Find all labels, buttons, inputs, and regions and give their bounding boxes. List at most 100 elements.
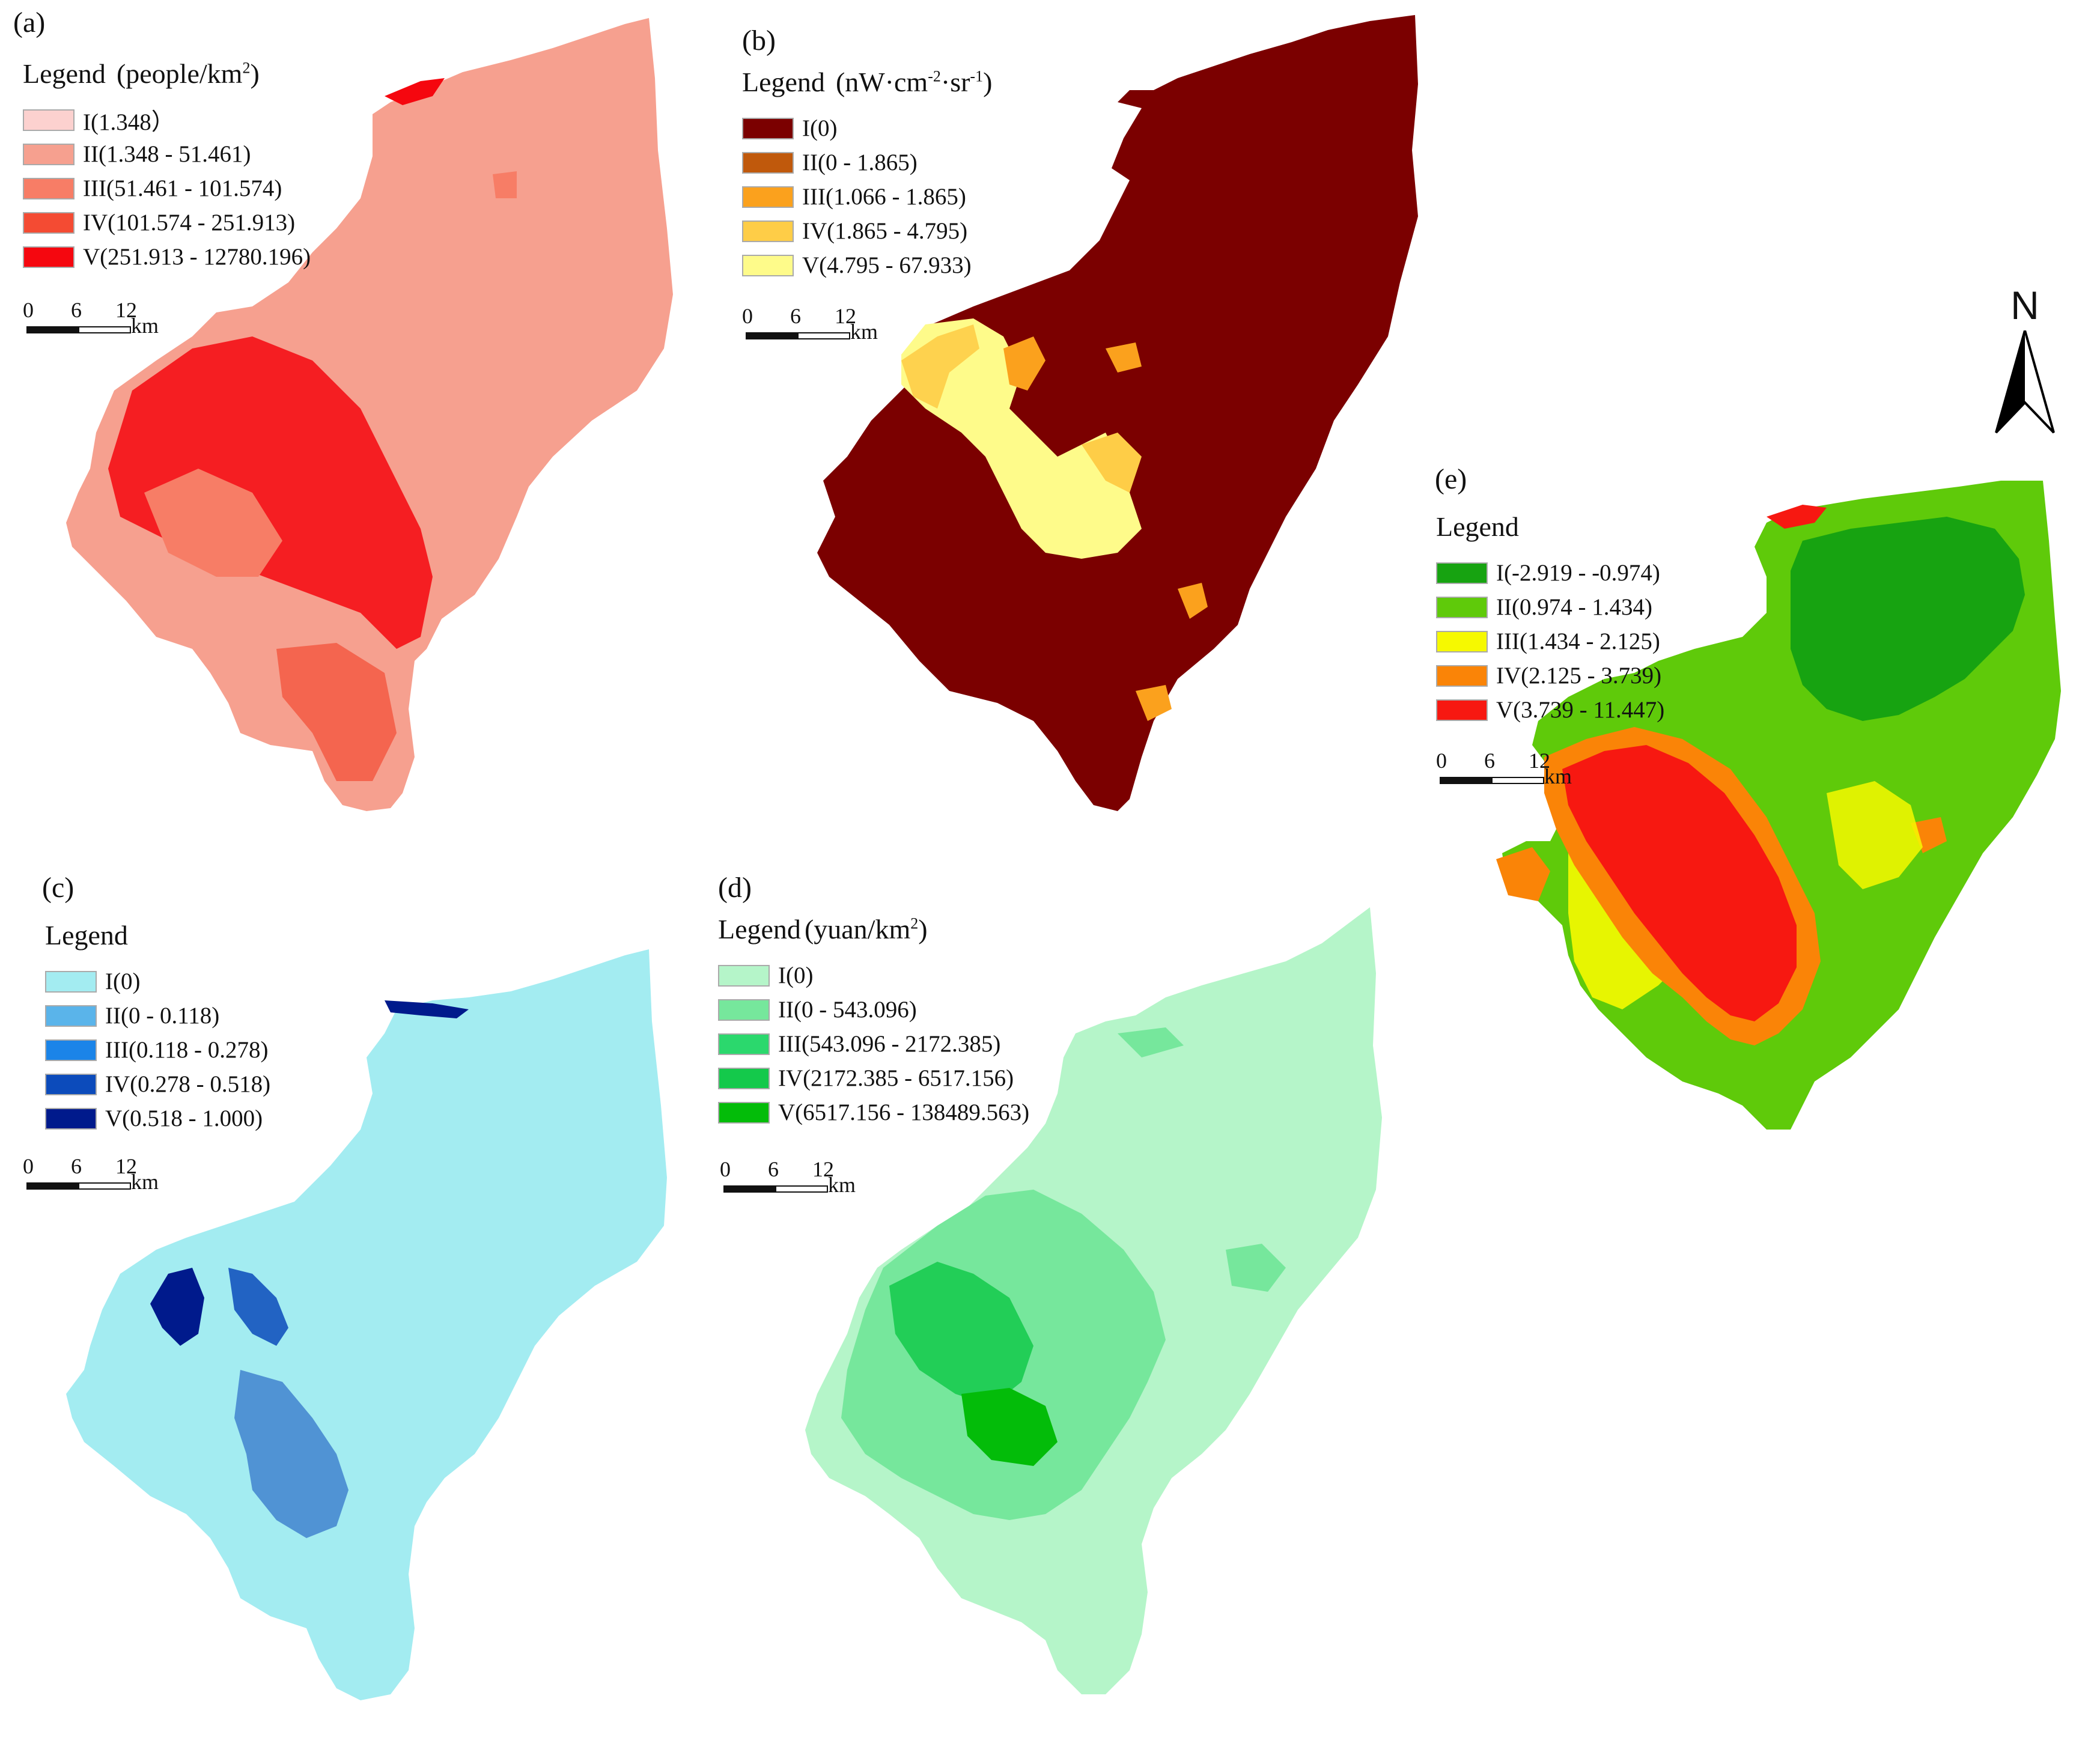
scale-bar: 0 6 12 km xyxy=(23,297,173,339)
map-b xyxy=(817,15,1418,811)
zone-class-iii xyxy=(1003,336,1045,391)
scale-bar: 0 6 12 km xyxy=(23,1154,173,1196)
scale-tick: 6 xyxy=(1484,749,1495,773)
map-e xyxy=(1496,481,2061,1130)
legend-title: Legend xyxy=(1436,511,1519,542)
scale-tick: 12 xyxy=(812,1157,834,1181)
legend-item-label: IV(0.278 - 0.518) xyxy=(105,1071,271,1097)
legend-item-label: II(0 - 543.096) xyxy=(778,997,917,1023)
zone-class-iii-east xyxy=(1827,781,1923,889)
legend-swatch xyxy=(45,1073,97,1095)
legend-item-label: I(0) xyxy=(778,963,814,988)
legend-swatch xyxy=(718,964,770,987)
legend-swatch xyxy=(1436,665,1488,687)
panel-c: (c) Legend I(0) II(0 - 0.118) III(0.118 - … xyxy=(0,853,697,1754)
legend-item-label: III(1.066 - 1.865) xyxy=(802,184,966,210)
legend-swatch xyxy=(718,1033,770,1055)
legend-item-label: IV(101.574 - 251.913) xyxy=(83,210,296,236)
legend-swatch xyxy=(45,1039,97,1061)
legend-swatch xyxy=(23,246,75,268)
legend-item: II(0 - 543.096) xyxy=(718,993,1029,1027)
legend-item: II(0.974 - 1.434) xyxy=(1436,590,1664,624)
legend-item-label: II(1.348 - 51.461) xyxy=(83,141,251,167)
scale-tick: 0 xyxy=(1436,749,1447,773)
zone-class-iv xyxy=(144,469,282,577)
region-shape xyxy=(817,15,1418,811)
legend-item: V(4.795 - 67.933) xyxy=(742,248,992,282)
panel-label: (b) xyxy=(742,25,776,56)
scale-tick: 6 xyxy=(768,1157,779,1181)
panel-e: (e) Legend I(-2.919 - -0.974) II(0.974 - … xyxy=(1430,457,2100,1298)
legend-item: V(251.913 - 12780.196) xyxy=(23,240,311,274)
zone-class-iv-west xyxy=(1496,847,1550,901)
legend-title: Legend xyxy=(45,920,128,950)
legend-item: IV(0.278 - 0.518) xyxy=(45,1067,270,1101)
legend-item: V(0.518 - 1.000) xyxy=(45,1101,270,1136)
legend-swatch xyxy=(742,220,794,242)
legend-item: II(0 - 0.118) xyxy=(45,999,270,1033)
legend-items: I(0) II(0 - 0.118) III(0.118 - 0.278) IV(0.… xyxy=(45,964,270,1136)
scale-bar: 0 6 12 km xyxy=(1436,748,1586,790)
legend-item: I(0) xyxy=(742,111,992,145)
zone-class-v-north xyxy=(385,78,445,105)
legend-item-label: II(0 - 1.865) xyxy=(802,150,918,175)
north-label: N xyxy=(2010,283,2039,327)
zone-class-v xyxy=(1562,745,1797,1021)
panel-label: (a) xyxy=(13,7,46,38)
legend-item: IV(101.574 - 251.913) xyxy=(23,205,311,240)
panel-label: (c) xyxy=(42,872,75,904)
legend-item-label: V(4.795 - 67.933) xyxy=(802,252,972,278)
legend-swatch xyxy=(23,211,75,234)
legend-items: I(1.348） II(1.348 - 51.461) III(51.461 - 1… xyxy=(23,103,311,274)
panel-a: (a) Legend (people/km2) I(1.348） II(1.348 … xyxy=(0,0,697,829)
region-shape xyxy=(66,18,673,811)
legend-item: IV(2172.385 - 6517.156) xyxy=(718,1061,1029,1095)
legend-items: I(0) II(0 - 1.865) III(1.066 - 1.865) IV(1.… xyxy=(742,111,992,282)
panel-d: (d) Legend (yuan/km2) I(0) II(0 - 543.096)… xyxy=(709,853,1430,1754)
zone-class-iii xyxy=(493,171,517,198)
zone-class-iv-scatter xyxy=(234,1370,348,1538)
scale-tick: 12 xyxy=(115,298,137,322)
legend: Legend I(-2.919 - -0.974) II(0.974 - 1.43… xyxy=(1436,511,1664,727)
legend-title: Legend (people/km2) xyxy=(23,58,260,89)
legend-item: III(0.118 - 0.278) xyxy=(45,1033,270,1067)
scale-bar: 0 6 12 km xyxy=(720,1157,870,1199)
zone-class-iii-west xyxy=(1106,342,1142,373)
legend-swatch xyxy=(742,151,794,174)
legend-swatch xyxy=(742,186,794,208)
panel-b: (b) Legend (nW·cm-2·sr-1) I(0) II(0 - 1.86… xyxy=(721,0,1430,829)
legend-swatch xyxy=(23,143,75,165)
legend-swatch xyxy=(718,1067,770,1089)
scale-unit: km xyxy=(850,320,878,344)
scale-tick: 6 xyxy=(71,1154,82,1178)
scale-tick: 6 xyxy=(790,304,801,328)
zone-class-ii-east xyxy=(1226,1244,1286,1292)
legend: Legend (people/km2) I(1.348） II(1.348 - 51… xyxy=(23,58,311,274)
legend: Legend (yuan/km2) I(0) II(0 - 543.096) III(… xyxy=(718,913,1029,1130)
legend: Legend I(0) II(0 - 0.118) III(0.118 - 0.27… xyxy=(45,919,270,1136)
legend-swatch xyxy=(23,177,75,199)
legend-item-label: IV(2.125 - 3.739) xyxy=(1496,663,1662,689)
legend-title: Legend (yuan/km2) xyxy=(718,914,928,944)
scale-tick: 12 xyxy=(1529,749,1550,773)
legend-item-label: I(0) xyxy=(105,969,141,994)
map-d xyxy=(805,907,1382,1694)
legend-item: I(-2.919 - -0.974) xyxy=(1436,556,1664,590)
scale-unit: km xyxy=(1544,764,1572,788)
legend-item: III(51.461 - 101.574) xyxy=(23,171,311,205)
legend-swatch xyxy=(718,999,770,1021)
legend-item-label: V(6517.156 - 138489.563) xyxy=(778,1100,1030,1125)
legend-item: I(0) xyxy=(45,964,270,999)
zone-class-ii-north xyxy=(1118,1027,1184,1057)
zone-class-i xyxy=(1791,517,2025,721)
zone-class-iv xyxy=(901,324,979,409)
legend-item-label: III(1.434 - 2.125) xyxy=(1496,628,1660,654)
map-a xyxy=(66,18,673,811)
legend-item-label: II(0.974 - 1.434) xyxy=(1496,594,1652,620)
legend-item: V(6517.156 - 138489.563) xyxy=(718,1095,1029,1130)
legend: Legend (nW·cm-2·sr-1) I(0) II(0 - 1.865) II… xyxy=(742,66,992,282)
legend-item: II(0 - 1.865) xyxy=(742,145,992,180)
zone-class-v xyxy=(108,336,433,649)
legend-item: II(1.348 - 51.461) xyxy=(23,137,311,171)
scale-tick: 6 xyxy=(71,298,82,322)
